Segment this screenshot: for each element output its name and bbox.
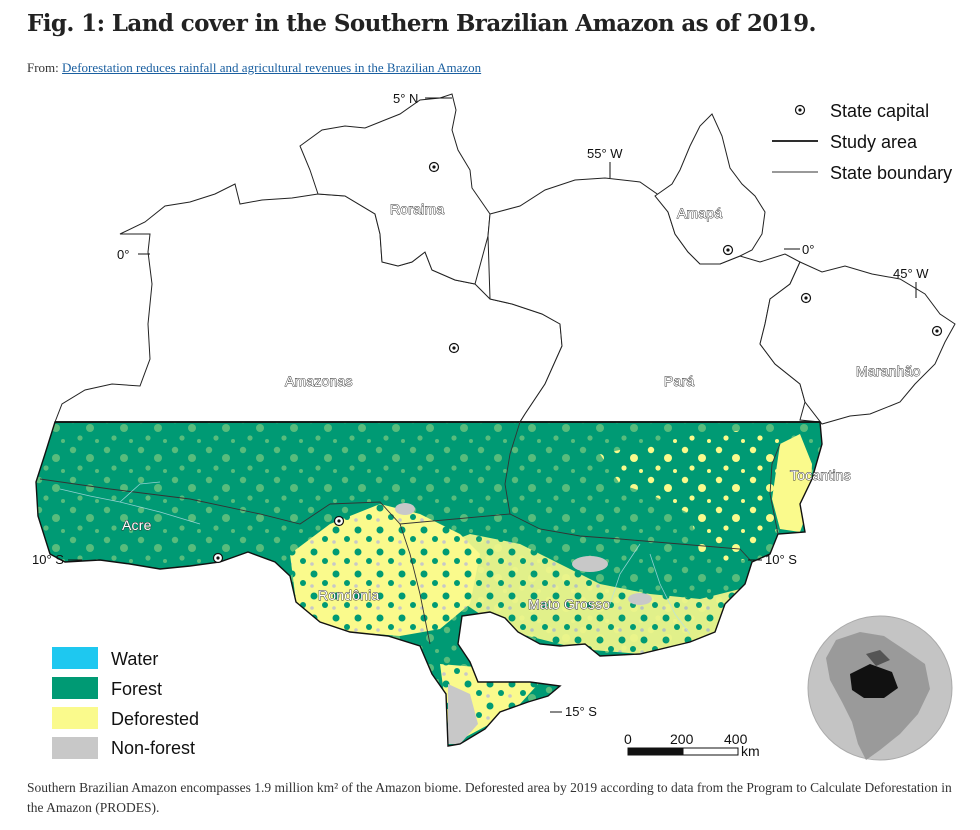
legend-label-forest: Forest bbox=[111, 679, 162, 699]
scale-unit: km bbox=[741, 743, 760, 759]
label-lat-10s-right: 10° S bbox=[765, 552, 797, 567]
label-lat-5n: 5° N bbox=[393, 91, 418, 106]
legend-swatch-water bbox=[52, 647, 98, 669]
study-area-landcover bbox=[36, 422, 822, 746]
land-cover-map: 5° N 0° 0° 55° W 45° W 10° S 10° S 15° S… bbox=[32, 91, 956, 761]
capital-macapa bbox=[722, 244, 734, 256]
label-lon-45w: 45° W bbox=[893, 266, 929, 281]
legend-state-boundary: State boundary bbox=[830, 163, 952, 183]
label-lon-55w: 55° W bbox=[587, 146, 623, 161]
source-prefix: From: bbox=[27, 60, 63, 75]
inset-study-area bbox=[850, 664, 898, 698]
source-article-link[interactable]: Deforestation reduces rainfall and agric… bbox=[62, 60, 482, 75]
figure-title: Fig. 1: Land cover in the Southern Brazi… bbox=[27, 10, 816, 37]
scale-bar: 0 200 400 km bbox=[624, 731, 760, 759]
capital-sao-luis bbox=[931, 325, 943, 337]
maranhao-state-shape bbox=[759, 261, 956, 425]
legend-label-deforested: Deforested bbox=[111, 709, 199, 729]
legend-label-water: Water bbox=[111, 649, 158, 669]
state-label-rondonia: Rondônia bbox=[318, 587, 380, 603]
capital-belem bbox=[800, 292, 812, 304]
scale-tick-200: 200 bbox=[670, 731, 694, 747]
graticule-ticks bbox=[68, 97, 917, 713]
scale-tick-0: 0 bbox=[624, 731, 632, 747]
capital-manaus bbox=[448, 342, 460, 354]
legend-state-capital: State capital bbox=[830, 101, 929, 121]
label-lat-0-right: 0° bbox=[802, 242, 814, 257]
legend-label-non-forest: Non-forest bbox=[111, 738, 195, 758]
amapa-state-shape bbox=[654, 113, 766, 265]
study-area-state-boundaries bbox=[39, 421, 781, 645]
figure-caption: Southern Brazilian Amazon encompasses 1.… bbox=[27, 780, 952, 815]
inset-globe bbox=[807, 615, 953, 761]
label-lat-10s-left: 10° S bbox=[32, 552, 64, 567]
label-lat-0-left: 0° bbox=[117, 247, 129, 262]
rivers bbox=[59, 481, 691, 635]
source-line: From: Deforestation reduces rainfall and… bbox=[27, 60, 481, 76]
label-lat-15s: 15° S bbox=[565, 704, 597, 719]
state-label-maranhao: Maranhão bbox=[856, 363, 921, 379]
north-states-outline bbox=[54, 93, 956, 425]
capital-rio-branco bbox=[212, 552, 224, 564]
state-label-amapa: Amapá bbox=[677, 205, 722, 221]
legend-swatch-non-forest bbox=[52, 737, 98, 759]
state-label-amazonas: Amazonas bbox=[285, 373, 353, 389]
capital-boa-vista bbox=[428, 161, 440, 173]
legend-study-area: Study area bbox=[830, 132, 918, 152]
legend-swatch-deforested bbox=[52, 707, 98, 729]
state-label-mato-grosso: Mato Grosso bbox=[528, 596, 610, 612]
state-capitals bbox=[212, 161, 943, 564]
state-label-para: Pará bbox=[664, 373, 694, 389]
legend-swatch-forest bbox=[52, 677, 98, 699]
scale-tick-400: 400 bbox=[724, 731, 748, 747]
state-label-roraima: Roraima bbox=[390, 201, 444, 217]
state-label-tocantins: Tocantins bbox=[790, 467, 851, 483]
capital-porto-velho bbox=[333, 515, 345, 527]
land-cover-legend: Water Forest Deforested Non-forest bbox=[52, 647, 199, 759]
roraima-state-shape bbox=[299, 93, 491, 285]
legend-capital-symbol bbox=[794, 104, 806, 116]
study-area-outline bbox=[35, 421, 823, 747]
boundary-legend: State capital Study area State boundary bbox=[772, 101, 952, 183]
state-label-acre: Acre bbox=[122, 517, 152, 533]
